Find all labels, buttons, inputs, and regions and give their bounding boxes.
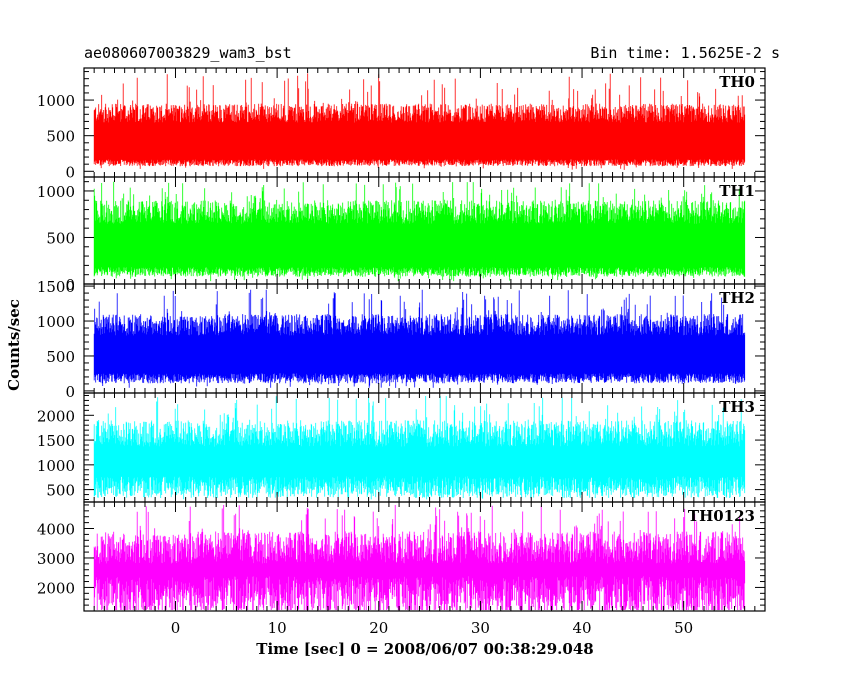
series-th2	[93, 289, 746, 388]
series-th1	[93, 181, 746, 282]
y-tick-label: 500	[46, 128, 75, 146]
y-tick-label: 2000	[37, 407, 75, 425]
series-label-th3: TH3	[719, 398, 755, 416]
y-tick-label: 1000	[37, 313, 75, 331]
x-tick-label: 30	[471, 619, 490, 637]
series-th3	[93, 396, 746, 500]
y-tick-label: 0	[65, 276, 75, 294]
series-th0	[93, 73, 746, 170]
panel-th0: TH0 0 500 1000	[37, 67, 766, 181]
chart-title: ae080607003829_wam3_bst	[84, 44, 292, 62]
y-tick-label: 0	[65, 383, 75, 401]
y-tick-label: 1000	[37, 92, 75, 110]
y-tick-label: 3000	[37, 550, 75, 568]
x-tick-label: 0	[171, 619, 181, 637]
y-tick-label: 2000	[37, 579, 75, 597]
y-tick-label: 4000	[37, 521, 75, 539]
y-tick-label: 1000	[37, 183, 75, 201]
panel-th2: TH2 0 500 1000 1500	[37, 278, 766, 401]
y-tick-label: 0	[65, 163, 75, 181]
y-axis-label: Counts/sec	[5, 299, 23, 391]
series-label-th1: TH1	[719, 182, 755, 200]
y-tick-label: 1500	[37, 278, 75, 296]
panel-th0123: TH0123 2000 3000 4000	[37, 501, 766, 612]
panel-frame	[83, 501, 766, 612]
series-label-th0123: TH0123	[688, 507, 755, 525]
panels-group: TH005001000TH105001000TH2050010001500TH3…	[37, 67, 766, 637]
x-tick-label: 50	[674, 619, 693, 637]
y-tick-label: 500	[46, 348, 75, 366]
series-label-th2: TH2	[719, 289, 755, 307]
series-th0123	[93, 505, 746, 610]
y-tick-label: 1000	[37, 457, 75, 475]
x-tick-label: 40	[572, 619, 591, 637]
y-tick-label: 500	[46, 482, 75, 500]
bin-time-label: Bin time: 1.5625E-2 s	[590, 44, 780, 62]
series-label-th0: TH0	[719, 73, 755, 91]
x-tick-label: 10	[268, 619, 287, 637]
panel-th3: TH3 500 1000 1500 2000	[37, 392, 766, 503]
x-tick-label: 20	[369, 619, 388, 637]
x-axis-label: Time [sec] 0 = 2008/06/07 00:38:29.048	[256, 640, 593, 658]
panel-th1: TH1 0 500 1000	[37, 176, 766, 294]
y-tick-label: 500	[46, 229, 75, 247]
y-tick-label: 1500	[37, 432, 75, 450]
